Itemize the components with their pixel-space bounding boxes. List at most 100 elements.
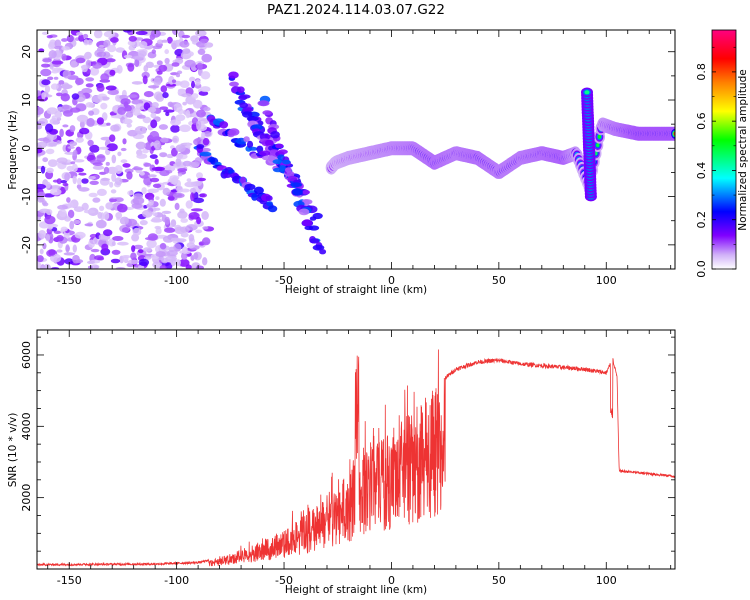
spectrogram-speckle — [139, 171, 145, 176]
spectrogram-speckle — [143, 176, 153, 186]
spectrogram-speckle — [92, 165, 105, 170]
spectrogram-speckle — [165, 262, 173, 269]
spectrogram-speckle — [38, 230, 47, 239]
spectrogram-streak — [229, 81, 239, 87]
spectrogram-speckle — [182, 160, 192, 167]
spectrogram-speckle — [190, 208, 203, 212]
spectrogram-heatmap — [37, 30, 675, 269]
spectrogram-speckle — [136, 114, 146, 119]
spectrogram-speckle — [188, 212, 200, 220]
spectrogram-speckle — [147, 107, 157, 113]
spectrogram-speckle — [70, 107, 81, 113]
spectrogram-speckle — [152, 212, 158, 217]
spectrogram-speckle — [203, 106, 211, 112]
colorbar-tick-label: 0.6 — [695, 112, 708, 130]
spectrogram-speckle — [174, 202, 180, 210]
spectrogram-speckle — [96, 188, 107, 196]
spectrogram-speckle — [47, 226, 53, 230]
spectrogram-speckle — [91, 95, 103, 103]
spectrogram-streak — [279, 165, 286, 171]
spectrogram-speckle — [164, 216, 170, 225]
spectrogram-speckle — [171, 79, 177, 83]
spectrogram-speckle — [76, 114, 89, 123]
spectrogram-speckle — [47, 159, 58, 168]
spectrogram-speckle — [135, 30, 148, 36]
spectrogram-streak — [246, 140, 254, 149]
spectrogram-streak — [290, 182, 303, 187]
snr-series-line — [37, 349, 675, 567]
spectrogram-speckle — [159, 169, 170, 177]
spectrogram-speckle — [100, 102, 108, 110]
spectrogram-streak — [257, 100, 270, 107]
spectrogram-speckle — [100, 136, 112, 141]
spectrogram-speckle — [106, 143, 118, 152]
spectrogram-speckle — [117, 241, 129, 246]
spectrogram-speckle — [86, 117, 95, 127]
spectrogram-speckle — [41, 63, 51, 68]
spectrogram-streak — [251, 193, 258, 201]
spectrogram-speckle — [119, 216, 129, 225]
spectrogram-speckle — [42, 58, 52, 63]
spectrogram-speckle — [204, 42, 214, 48]
spectrogram-speckle — [72, 149, 78, 157]
spectrogram-speckle — [62, 69, 71, 79]
spectrogram-speckle — [137, 249, 144, 254]
spectrogram-speckle — [142, 148, 149, 154]
spectrogram-streak — [239, 102, 249, 109]
spectrogram-speckle — [128, 45, 136, 51]
spectrogram-speckle — [133, 244, 144, 250]
spectrogram-speckle — [131, 245, 136, 253]
spectrogram-streak — [242, 107, 254, 113]
spectrogram-speckle — [103, 229, 113, 237]
spectrogram-speckle — [179, 124, 191, 133]
spectrogram-speckle — [196, 109, 206, 118]
spectrogram-speckle — [203, 131, 212, 137]
spectrogram-speckle — [70, 60, 78, 68]
spectrogram-speckle — [199, 86, 211, 93]
spectrogram-speckle — [202, 137, 210, 146]
spectrogram-speckle — [79, 127, 90, 135]
spectrogram-speckle — [64, 258, 74, 265]
spectrogram-speckle — [160, 137, 169, 143]
spectrogram-speckle — [37, 137, 50, 142]
spectrogram-speckle — [181, 34, 191, 39]
spectrogram-speckle — [97, 211, 103, 219]
spectrogram-speckle — [75, 57, 86, 64]
spectrogram-speckle — [152, 183, 162, 188]
spectrogram-speckle — [149, 177, 160, 183]
spectrogram-speckle — [101, 112, 108, 121]
spectrogram-speckle — [46, 35, 53, 39]
spectrogram-speckle — [138, 258, 150, 267]
spectrogram-speckle — [45, 123, 54, 133]
spectrogram-streak — [291, 188, 303, 196]
chart-title: PAZ1.2024.114.03.07.G22 — [267, 2, 445, 18]
spectrogram-speckle — [151, 102, 159, 108]
spectrogram-speckle — [115, 94, 121, 102]
spectrogram-streak — [298, 208, 310, 216]
spectrogram-speckle — [60, 226, 68, 232]
spectrogram-streak — [258, 150, 271, 157]
spectrogram-speckle — [172, 192, 185, 199]
spectrogram-speckle — [48, 249, 56, 256]
spectrogram-speckle — [41, 31, 49, 35]
spectrogram-speckle — [171, 62, 180, 67]
spectrogram-speckle — [167, 101, 174, 108]
spectrogram-speckle — [195, 120, 202, 130]
spectrogram-speckle — [188, 234, 195, 242]
spectrogram-speckle — [162, 92, 169, 99]
spectrogram-speckle — [110, 124, 120, 132]
spectrogram-speckle — [56, 235, 64, 242]
spectrogram-speckle — [51, 69, 59, 74]
spectrogram-speckle — [83, 209, 96, 214]
spectrogram-speckle — [109, 181, 114, 188]
spectrogram-speckle — [177, 168, 188, 172]
snr-x-axis-title: Height of straight line (km) — [285, 584, 427, 596]
spectrogram-speckle — [67, 146, 75, 149]
spectrogram-speckle — [79, 120, 85, 129]
spectrogram-speckle — [73, 219, 81, 225]
spectrogram-speckle — [61, 38, 68, 42]
spectrogram-speckle — [51, 60, 64, 65]
spectrogram-speckle — [61, 82, 70, 90]
spectrogram-speckle — [197, 177, 207, 182]
spectrogram-streak — [196, 144, 205, 149]
